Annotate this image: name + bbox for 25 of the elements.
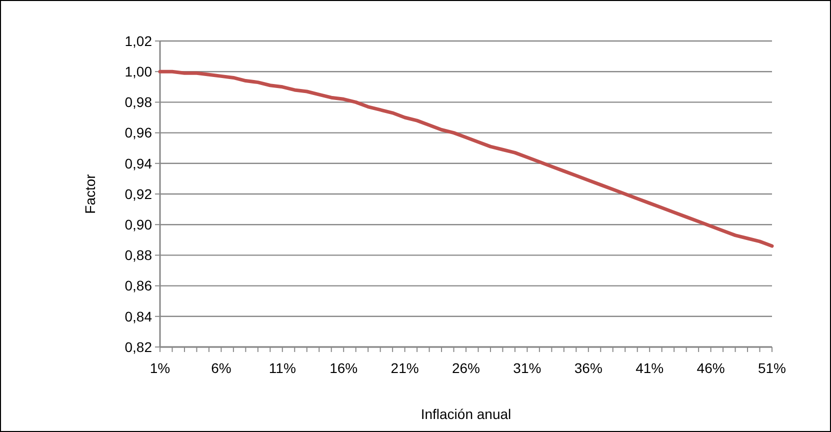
- x-tick-label: 51%: [758, 360, 786, 376]
- y-tick-label: 0,96: [124, 124, 152, 141]
- x-tick-label: 21%: [390, 360, 419, 376]
- x-tick-label: 1%: [150, 360, 170, 376]
- y-tick-label: 0,84: [124, 308, 152, 324]
- x-tick-label: 36%: [574, 360, 602, 376]
- x-tick-label: 46%: [696, 360, 725, 376]
- y-tick-label: 0,82: [124, 338, 152, 355]
- y-tick-label: 0,92: [124, 186, 152, 202]
- x-tick-label: 6%: [211, 360, 232, 376]
- y-tick-label: 0,98: [124, 94, 152, 110]
- x-tick-label: 41%: [636, 360, 664, 376]
- y-tick-label: 1,02: [124, 32, 152, 49]
- y-tick-label: 0,88: [124, 247, 152, 264]
- x-tick-label: 26%: [452, 360, 480, 376]
- x-tick-label: 31%: [513, 360, 542, 376]
- y-tick-label: 1,00: [124, 64, 152, 80]
- y-tick-label: 0,90: [124, 216, 152, 232]
- line-series: [158, 70, 774, 248]
- x-axis-title: Inflación anual: [420, 406, 512, 422]
- y-axis-title: Factor: [82, 174, 98, 214]
- y-tick-label: 0,94: [124, 155, 152, 172]
- x-tick-label: 16%: [330, 360, 358, 376]
- y-tick-label: 0,86: [124, 278, 152, 294]
- x-tick-label: 11%: [268, 360, 296, 376]
